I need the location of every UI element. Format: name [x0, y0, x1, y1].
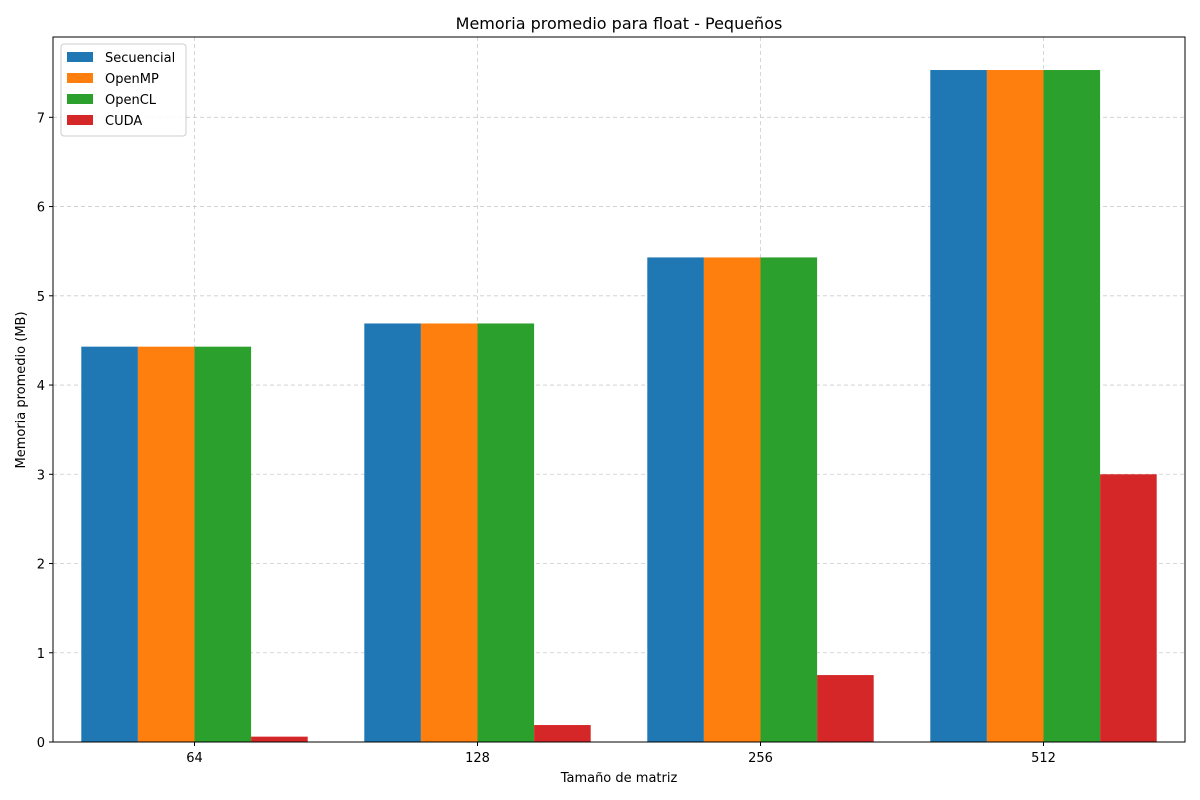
y-tick-label: 2	[37, 558, 45, 573]
x-tick-label: 64	[186, 751, 203, 766]
bar-secuencial-512	[930, 70, 987, 743]
bar-secuencial-256	[647, 257, 704, 742]
tick-labels: 0 1 2 3 4 5 6 7 64 128 256 512	[37, 111, 1056, 766]
x-tick-label: 512	[1031, 751, 1056, 766]
bar-opencl-512	[1043, 70, 1101, 743]
legend-swatch	[67, 52, 93, 62]
bars	[81, 70, 1157, 743]
bar-cuda-64	[251, 736, 308, 742]
bar-cuda-128	[534, 725, 591, 742]
y-tick-label: 1	[37, 647, 45, 662]
x-tick-label: 128	[465, 751, 490, 766]
legend-label: CUDA	[105, 114, 142, 129]
bar-secuencial-128	[364, 323, 421, 742]
y-tick-label: 0	[37, 736, 45, 751]
y-tick-label: 7	[37, 111, 45, 126]
x-axis-label: Tamaño de matriz	[560, 771, 678, 786]
legend-label: OpenCL	[105, 93, 157, 108]
y-tick-label: 3	[37, 468, 45, 483]
bar-opencl-64	[194, 346, 252, 742]
legend-box	[60, 43, 187, 137]
bar-openmp-256	[703, 257, 761, 742]
bar-openmp-64	[137, 346, 195, 742]
legend-swatch	[67, 73, 93, 83]
axes	[49, 36, 1186, 746]
legend-label: OpenMP	[105, 72, 159, 87]
y-tick-label: 5	[37, 290, 45, 305]
bar-openmp-128	[420, 323, 478, 742]
legend-swatch	[67, 94, 93, 104]
bar-opencl-128	[477, 323, 535, 742]
legend-swatch	[67, 115, 93, 125]
bar-opencl-256	[760, 257, 818, 742]
legend-label: Secuencial	[105, 51, 175, 66]
bar-cuda-512	[1100, 474, 1157, 742]
bar-openmp-512	[986, 70, 1044, 743]
y-tick-label: 4	[37, 379, 45, 394]
bar-secuencial-64	[81, 346, 138, 742]
y-tick-label: 6	[37, 201, 45, 216]
legend: Secuencial OpenMP OpenCL CUDA	[60, 43, 187, 137]
bar-cuda-256	[817, 675, 874, 742]
y-axis-label: Memoria promedio (MB)	[14, 311, 29, 468]
plot-frame	[52, 36, 1186, 743]
x-tick-label: 256	[748, 751, 773, 766]
chart-title: Memoria promedio para float - Pequeños	[456, 14, 783, 33]
